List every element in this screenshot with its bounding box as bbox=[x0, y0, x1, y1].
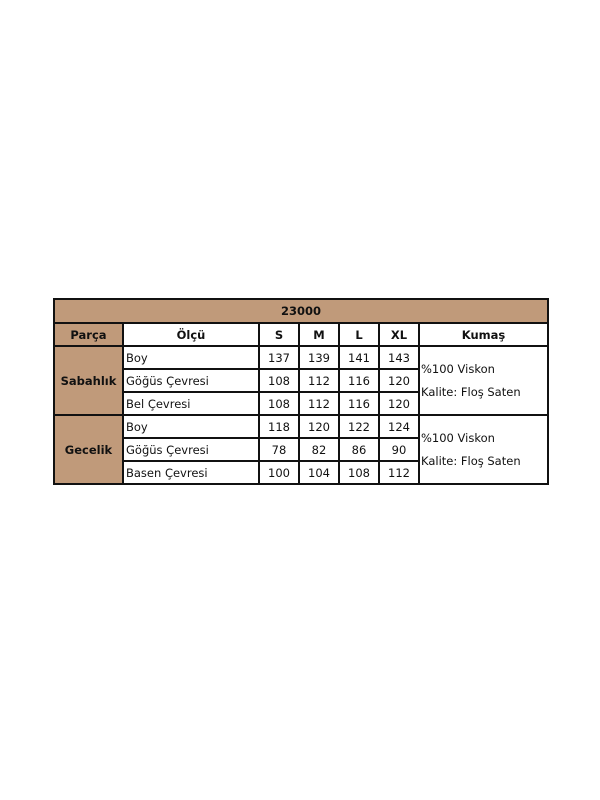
header-fabric: Kumaş bbox=[417, 322, 550, 347]
value-cell: 124 bbox=[378, 414, 420, 439]
value-cell: 141 bbox=[338, 345, 380, 370]
value-cell: 104 bbox=[298, 460, 340, 485]
part-cell: Sabahlık bbox=[53, 345, 124, 416]
value-cell: 78 bbox=[258, 437, 300, 462]
value-cell: 112 bbox=[378, 460, 420, 485]
header-row: Parça Ölçü S M L XL Kumaş bbox=[53, 322, 550, 347]
table-row: Bel Çevresi 108 112 116 120 bbox=[54, 391, 548, 416]
table-row: Basen Çevresi 100 104 108 112 bbox=[54, 460, 548, 485]
header-size-m: M bbox=[298, 322, 340, 347]
table-row: Sabahlık Boy 137 139 141 143 %100 Viskon Kalite… bbox=[53, 345, 550, 416]
value-cell: 137 bbox=[258, 345, 300, 370]
measure-cell: Boy bbox=[122, 345, 260, 370]
value-cell: 120 bbox=[298, 414, 340, 439]
value-cell: 108 bbox=[338, 460, 380, 485]
size-chart-table: 23000 Parça Ölçü S M L XL Kumaş Sabahlık… bbox=[52, 298, 550, 485]
fabric-cell: %100 Viskon Kalite: Floş Saten bbox=[417, 345, 550, 416]
value-cell: 116 bbox=[338, 368, 380, 393]
header-measure: Ölçü bbox=[122, 322, 260, 347]
value-cell: 90 bbox=[378, 437, 420, 462]
value-cell: 86 bbox=[338, 437, 380, 462]
fabric-material: %100 Viskon bbox=[421, 430, 495, 445]
value-cell: 116 bbox=[338, 391, 380, 416]
header-part: Parça bbox=[53, 322, 124, 347]
value-cell: 143 bbox=[378, 345, 420, 370]
header-size-s: S bbox=[258, 322, 300, 347]
table-row: Gecelik Boy 118 120 122 124 %100 Viskon Kalite:… bbox=[53, 414, 550, 485]
table-row: Göğüs Çevresi 108 112 116 120 bbox=[54, 368, 548, 393]
fabric-quality: Kalite: Floş Saten bbox=[421, 453, 521, 468]
table-title: 23000 bbox=[52, 298, 550, 324]
value-cell: 118 bbox=[258, 414, 300, 439]
measure-cell: Göğüs Çevresi bbox=[122, 437, 260, 462]
measure-cell: Göğüs Çevresi bbox=[122, 368, 260, 393]
value-cell: 120 bbox=[378, 368, 420, 393]
value-cell: 112 bbox=[298, 391, 340, 416]
value-cell: 139 bbox=[298, 345, 340, 370]
table-row: Göğüs Çevresi 78 82 86 90 bbox=[54, 437, 548, 462]
header-size-xl: XL bbox=[378, 322, 420, 347]
value-cell: 108 bbox=[258, 368, 300, 393]
fabric-quality: Kalite: Floş Saten bbox=[421, 384, 521, 399]
part-cell: Gecelik bbox=[53, 414, 124, 485]
fabric-cell: %100 Viskon Kalite: Floş Saten bbox=[417, 414, 550, 485]
value-cell: 108 bbox=[258, 391, 300, 416]
value-cell: 100 bbox=[258, 460, 300, 485]
value-cell: 112 bbox=[298, 368, 340, 393]
header-size-l: L bbox=[338, 322, 380, 347]
measure-cell: Bel Çevresi bbox=[122, 391, 260, 416]
measure-cell: Boy bbox=[122, 414, 260, 439]
fabric-material: %100 Viskon bbox=[421, 361, 495, 376]
value-cell: 122 bbox=[338, 414, 380, 439]
measure-cell: Basen Çevresi bbox=[122, 460, 260, 485]
value-cell: 82 bbox=[298, 437, 340, 462]
value-cell: 120 bbox=[378, 391, 420, 416]
